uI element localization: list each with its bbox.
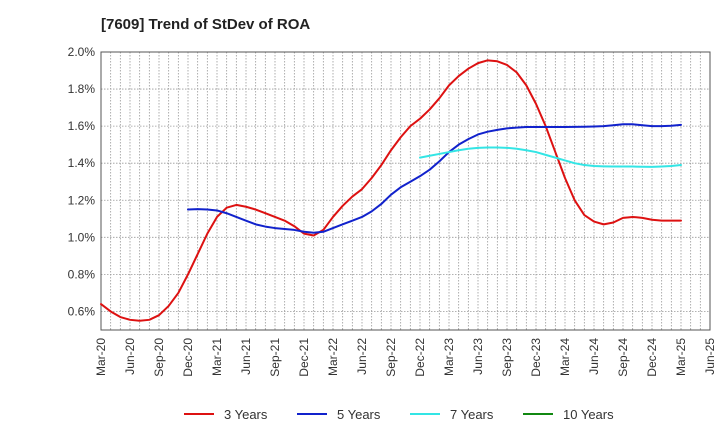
legend-label-7-years: 7 Years [450, 407, 494, 422]
legend-label-3-years: 3 Years [224, 407, 268, 422]
plot-area [101, 52, 710, 330]
x-tick-label: Jun-23 [471, 338, 485, 375]
chart-title: [7609] Trend of StDev of ROA [101, 16, 311, 33]
x-tick-label: Jun-25 [703, 338, 717, 375]
x-tick-label: Mar-24 [558, 338, 572, 376]
y-tick-label: 1.0% [68, 230, 96, 244]
x-tick-label: Dec-21 [297, 338, 311, 377]
plot-frame [100, 51, 711, 331]
x-tick-label: Dec-23 [529, 338, 543, 377]
x-tick-label: Sep-24 [616, 338, 630, 377]
grid [100, 51, 711, 330]
axes: 0.6% 0.8% 1.0% 1.2% 1.4% 1.6% 1.8% 2.0% Mar-20 Ju… [68, 45, 717, 377]
series-line-5-years [187, 123, 682, 234]
y-tick-label: 1.8% [68, 82, 96, 96]
x-tick-label: Sep-23 [500, 338, 514, 377]
y-tick-label: 0.8% [68, 267, 96, 281]
x-tick-label: Mar-25 [674, 338, 688, 376]
x-tick-label: Sep-22 [384, 338, 398, 377]
y-tick-label: 2.0% [68, 45, 96, 59]
x-tick-label: Sep-20 [152, 338, 166, 377]
legend: 3 Years 5 Years 7 Years 10 Years [184, 407, 614, 422]
x-tick-label: Jun-21 [239, 338, 253, 375]
x-tick-label: Jun-22 [355, 338, 369, 375]
x-tick-label: Jun-24 [587, 338, 601, 375]
legend-label-5-years: 5 Years [337, 407, 381, 422]
y-tick-label: 1.2% [68, 193, 96, 207]
series-line-7-years [419, 146, 682, 168]
x-tick-label: Mar-21 [210, 338, 224, 376]
y-tick-label: 1.4% [68, 156, 96, 170]
y-tick-label: 0.6% [68, 304, 96, 318]
x-tick-label: Sep-21 [268, 338, 282, 377]
series-lines [100, 59, 682, 322]
x-tick-label: Mar-23 [442, 338, 456, 376]
x-tick-label: Jun-20 [123, 338, 137, 375]
x-tick-label: Dec-24 [645, 338, 659, 377]
y-tick-label: 1.6% [68, 119, 96, 133]
x-tick-label: Dec-22 [413, 338, 427, 377]
series-line-3-years [100, 59, 682, 322]
x-tick-label: Mar-22 [326, 338, 340, 376]
x-tick-label: Dec-20 [181, 338, 195, 377]
legend-label-10-years: 10 Years [563, 407, 614, 422]
x-tick-label: Mar-20 [94, 338, 108, 376]
